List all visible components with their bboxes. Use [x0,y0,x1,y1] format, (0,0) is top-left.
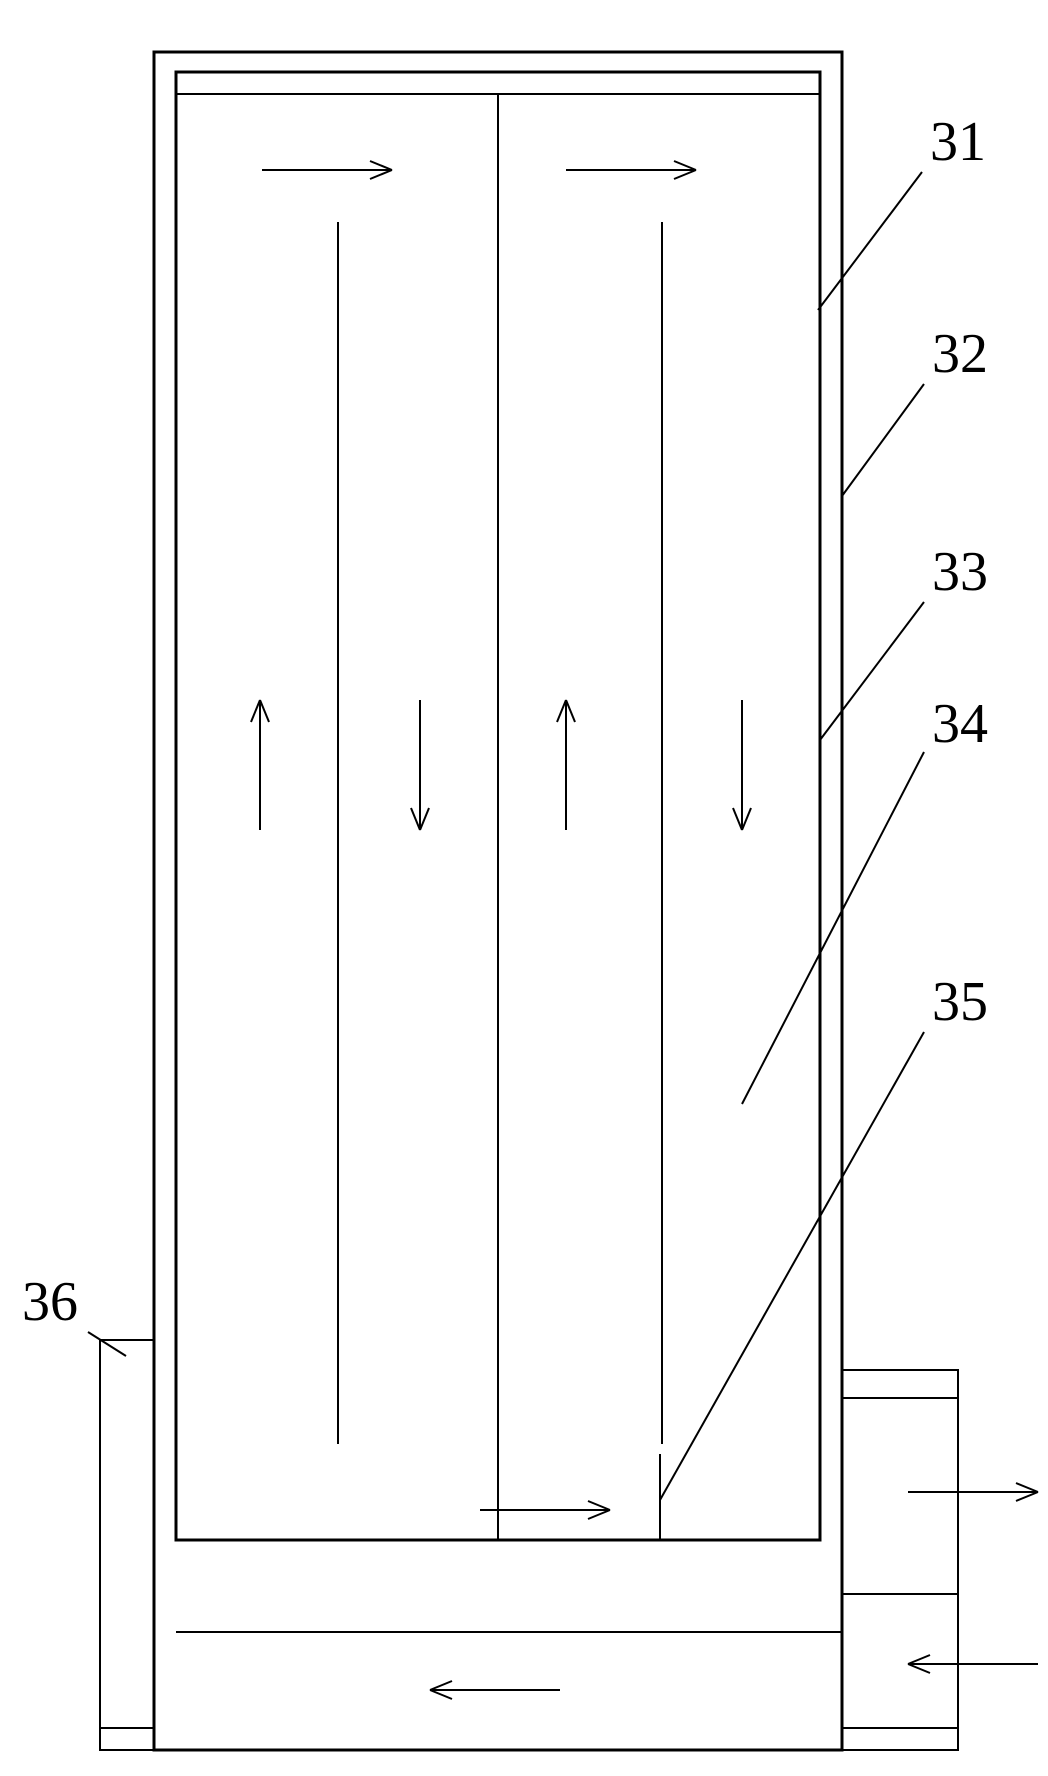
flow-arrow-head [430,1681,452,1690]
flow-arrow-head [370,170,392,179]
flow-arrow-head [566,700,575,722]
leader-36 [88,1332,126,1356]
leader-35 [660,1032,924,1500]
flow-arrow-head [742,808,751,830]
label-33: 33 [932,541,988,603]
flow-arrow-head [370,161,392,170]
flow-arrow-head [588,1510,610,1519]
flow-arrow-head [251,700,260,722]
flow-arrow-head [588,1501,610,1510]
flow-arrow-head [260,700,269,722]
label-35: 35 [932,971,988,1033]
flow-arrow-head [674,170,696,179]
label-31: 31 [930,111,986,173]
flow-arrow-head [1016,1492,1038,1501]
flow-arrow-head [420,808,429,830]
flow-arrow-head [411,808,420,830]
label-36: 36 [22,1271,78,1333]
flow-arrow-head [1016,1483,1038,1492]
label-32: 32 [932,323,988,385]
flow-arrow-head [908,1655,930,1664]
leader-34 [742,752,924,1104]
leader-32 [842,384,924,496]
label-34: 34 [932,693,988,755]
flow-arrow-head [908,1664,930,1673]
flow-arrow-head [733,808,742,830]
flow-arrow-head [557,700,566,722]
right-port [842,1370,958,1750]
leader-31 [818,172,922,310]
leader-33 [820,602,924,740]
flow-arrow-head [674,161,696,170]
left-port [100,1340,154,1750]
flow-arrow-head [430,1690,452,1699]
